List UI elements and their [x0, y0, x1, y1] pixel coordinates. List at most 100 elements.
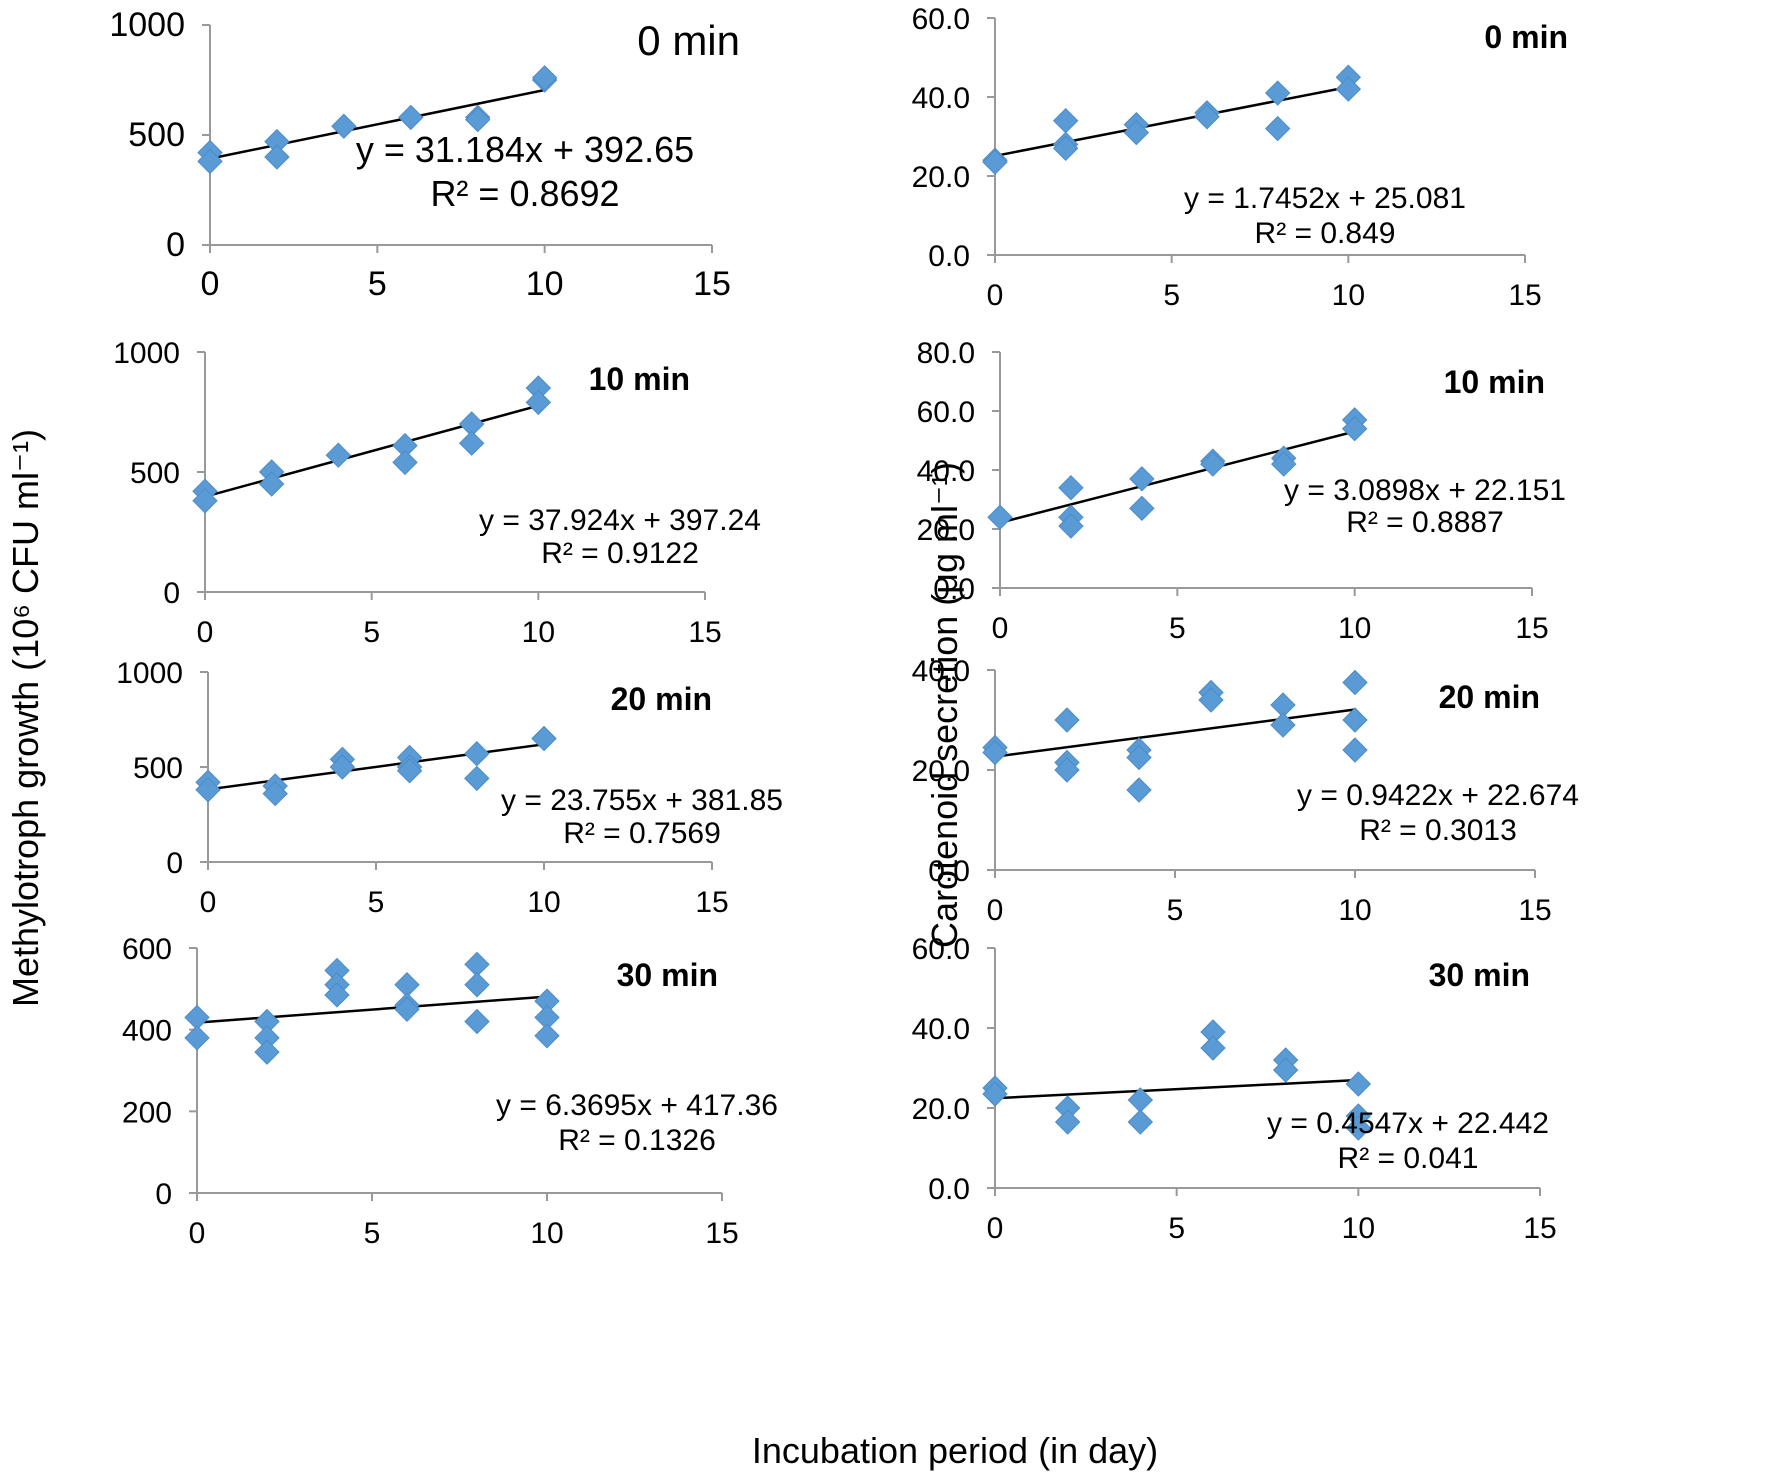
r-squared-label: R² = 0.041	[1338, 1142, 1479, 1175]
y-tick-label: 500	[133, 752, 183, 785]
data-point	[1341, 415, 1368, 442]
x-tick-label: 10	[522, 616, 555, 649]
x-tick-label: 15	[1515, 612, 1548, 645]
data-point	[254, 1039, 280, 1065]
x-tick-label: 0	[992, 612, 1009, 645]
r-squared-label: R² = 0.8692	[430, 173, 619, 214]
y-tick-label: 1000	[109, 6, 185, 44]
data-point	[329, 754, 356, 780]
panel-growth-30: 0 200 400 600 0 5 10 15 30 min y = 6.3695x + 417.…	[122, 933, 778, 1250]
y-tick-label: 20.0	[912, 1093, 970, 1126]
data-point	[1345, 1115, 1372, 1141]
trendline	[994, 1078, 1359, 1100]
trendline	[999, 430, 1355, 524]
data-point	[262, 780, 288, 807]
trendline	[994, 708, 1356, 758]
y-tick-label: 60.0	[912, 3, 970, 36]
data-point	[1264, 115, 1291, 142]
data-point	[982, 1081, 1008, 1107]
data-point	[1200, 1035, 1226, 1061]
panel-carotenoid-10: 0.0 20.0 40.0 60.0 80.0 0 5 10 15 10 min y = 3.089…	[917, 337, 1566, 645]
data-point	[1127, 1109, 1154, 1135]
x-tick-label: 15	[693, 265, 731, 303]
data-point	[1271, 451, 1297, 477]
data-point	[531, 725, 557, 752]
panel-carotenoid-20: 0.0 20.0 40.0 0 5 10 15 20 min y = 0.9422x + 22.…	[912, 655, 1579, 927]
data-point	[1054, 707, 1080, 733]
panel-growth-20: 0 500 1000 0 5 10 15 20 min y = 23.755x + 381.85…	[116, 657, 783, 919]
data-point	[258, 471, 285, 497]
data-point	[525, 389, 552, 416]
trend-equation: y = 37.924x + 397.24	[479, 504, 761, 537]
trend-equation: y = 0.4547x + 22.442	[1267, 1107, 1549, 1140]
x-tick-label: 5	[1163, 279, 1180, 312]
r-squared-label: R² = 0.8887	[1346, 506, 1504, 539]
x-tick-label: 5	[364, 1217, 381, 1250]
data-point	[464, 765, 490, 792]
data-point	[458, 430, 485, 456]
r-squared-label: R² = 0.1326	[558, 1124, 716, 1157]
data-point	[1342, 669, 1368, 696]
data-point	[1129, 466, 1155, 492]
x-axis-title: Incubation period (in day)	[752, 1430, 1158, 1471]
panel-title: 30 min	[617, 957, 718, 993]
data-point	[1054, 757, 1080, 783]
data-point	[1129, 495, 1155, 522]
y-tick-label: 200	[122, 1096, 172, 1129]
x-tick-label: 5	[1167, 894, 1184, 927]
y-tick-label: 20.0	[917, 514, 975, 547]
panel-title: 30 min	[1429, 957, 1530, 993]
panel-carotenoid-30: 0.0 20.0 40.0 60.0 0 5 10 15 30 min y = 0.4547x +…	[912, 933, 1557, 1245]
x-tick-label: 15	[1523, 1212, 1556, 1245]
r-squared-label: R² = 0.9122	[541, 537, 699, 570]
panel-title: 10 min	[589, 361, 690, 397]
trendline	[994, 85, 1349, 158]
right-y-axis-title: Carotenoid secretion (μg ml⁻¹)	[924, 462, 965, 948]
x-tick-label: 10	[530, 1217, 563, 1250]
trendline	[204, 404, 539, 498]
data-point	[1126, 777, 1152, 803]
data-point	[982, 149, 1008, 175]
x-tick-label: 0	[200, 886, 217, 919]
data-point	[1270, 712, 1296, 738]
x-tick-label: 10	[1338, 894, 1371, 927]
data-point	[192, 488, 218, 514]
data-point	[465, 106, 491, 133]
data-point	[1194, 104, 1220, 130]
data-point	[534, 1023, 560, 1049]
data-point	[197, 148, 223, 175]
panel-title: 20 min	[611, 681, 712, 717]
x-tick-label: 0	[197, 616, 214, 649]
y-tick-label: 40.0	[912, 1013, 970, 1046]
x-tick-label: 0	[987, 279, 1004, 312]
x-tick-label: 5	[363, 616, 380, 649]
r-squared-label: R² = 0.7569	[563, 817, 721, 850]
y-tick-label: 0	[155, 1178, 172, 1211]
data-point	[394, 996, 420, 1022]
data-point	[392, 449, 418, 476]
panel-title: 10 min	[1444, 364, 1545, 400]
data-point	[464, 972, 490, 998]
trend-equation: y = 3.0898x + 22.151	[1284, 474, 1566, 507]
trend-equation: y = 0.9422x + 22.674	[1297, 779, 1579, 812]
x-tick-label: 5	[1169, 612, 1186, 645]
data-point	[1054, 1109, 1081, 1135]
data-point	[1335, 76, 1362, 102]
x-tick-label: 5	[368, 265, 387, 303]
panel-growth-10: 0 500 1000 0 5 10 15 10 min y = 37.924x + 397.24…	[113, 337, 761, 649]
panel-title: 0 min	[1484, 19, 1568, 55]
left-y-axis-title: Methylotroph growth (10⁶ CFU ml⁻¹)	[5, 429, 46, 1007]
y-tick-label: 20.0	[912, 161, 970, 194]
data-point	[396, 758, 423, 784]
panel-carotenoid-0: 0.0 20.0 40.0 60.0 0 5 10 15 0 min y = 1.7452x + …	[912, 3, 1568, 312]
y-tick-label: 0.0	[933, 573, 975, 606]
trend-equation: y = 1.7452x + 25.081	[1184, 182, 1466, 215]
data-point	[1058, 474, 1084, 501]
data-point	[1058, 513, 1084, 539]
data-point	[1198, 687, 1224, 713]
x-tick-label: 0	[189, 1217, 206, 1250]
data-point	[464, 1008, 490, 1035]
y-tick-label: 60.0	[917, 396, 975, 429]
data-point	[264, 144, 290, 170]
x-tick-label: 5	[1168, 1212, 1185, 1245]
